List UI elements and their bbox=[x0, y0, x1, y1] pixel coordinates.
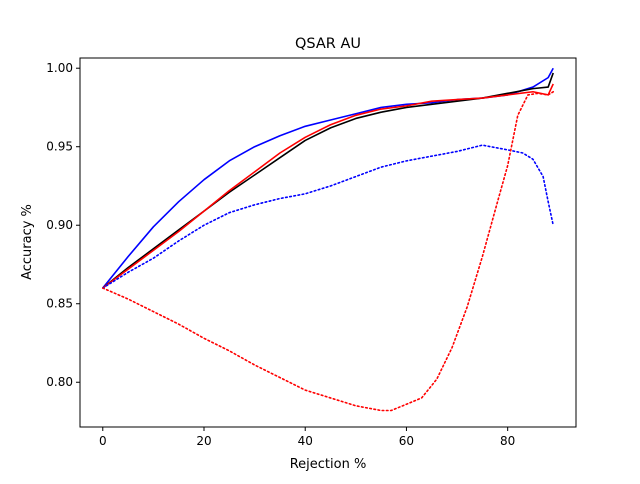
x-tick-label: 20 bbox=[196, 434, 211, 448]
y-axis-label: Accuracy % bbox=[20, 204, 35, 280]
series-line-4 bbox=[101, 144, 555, 289]
y-tick-label: 0.95 bbox=[46, 140, 73, 154]
plot-lines bbox=[101, 67, 555, 412]
y-axis-ticks: 0.80 0.85 0.90 0.95 1.00 bbox=[46, 61, 80, 389]
x-tick-label: 80 bbox=[500, 434, 515, 448]
y-tick-label: 0.80 bbox=[46, 375, 73, 389]
series-line-5 bbox=[101, 90, 555, 412]
plot-frame bbox=[79, 57, 577, 428]
series-line-3 bbox=[102, 83, 554, 289]
y-tick-label: 0.85 bbox=[46, 297, 73, 311]
x-tick-label: 0 bbox=[99, 434, 107, 448]
x-tick-label: 60 bbox=[399, 434, 414, 448]
y-tick-label: 1.00 bbox=[46, 61, 73, 75]
x-axis-label: Rejection % bbox=[290, 457, 367, 472]
chart-title: QSAR AU bbox=[295, 36, 361, 52]
x-axis-ticks: 0 20 40 60 80 bbox=[99, 427, 515, 448]
x-tick-label: 40 bbox=[298, 434, 313, 448]
series-line-2 bbox=[102, 72, 554, 289]
y-tick-label: 0.90 bbox=[46, 218, 73, 232]
